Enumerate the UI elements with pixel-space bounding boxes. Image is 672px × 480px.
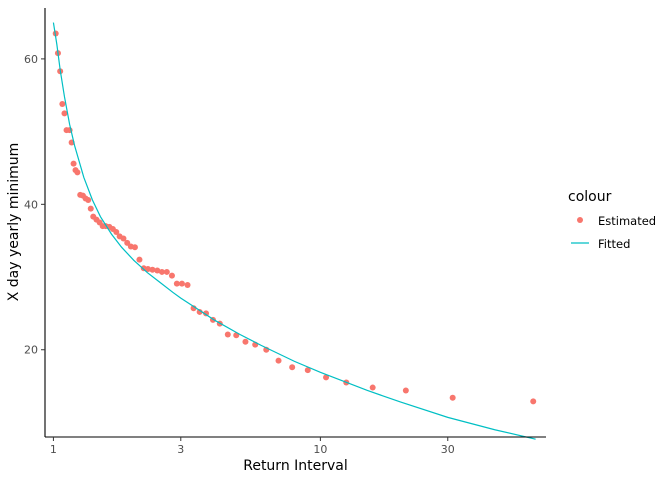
estimated-point <box>178 280 185 287</box>
fitted-line <box>52 22 536 440</box>
estimated-point <box>149 266 156 273</box>
estimated-point <box>144 266 151 273</box>
estimated-point <box>196 308 203 315</box>
estimated-point <box>323 374 330 381</box>
estimated-point <box>120 235 127 242</box>
y-axis-ticks: 20 40 60 <box>24 53 45 357</box>
y-tick-label: 40 <box>24 198 38 211</box>
y-tick-label: 20 <box>24 344 38 357</box>
estimated-point <box>154 267 161 274</box>
x-tick-label: 1 <box>50 443 57 456</box>
estimated-point <box>402 387 409 394</box>
estimated-point <box>113 228 120 235</box>
x-tick-label: 30 <box>441 443 455 456</box>
x-axis-ticks: 1 3 10 30 <box>50 437 455 456</box>
plot-area <box>52 22 537 440</box>
estimated-point <box>184 282 191 289</box>
y-axis-title: X day yearly minimum <box>6 143 22 302</box>
estimated-point <box>224 331 231 338</box>
estimated-point <box>289 364 296 371</box>
legend-label-estimated: Estimated <box>598 214 656 228</box>
x-tick-label: 3 <box>177 443 184 456</box>
estimated-point <box>530 398 537 405</box>
legend-label-fitted: Fitted <box>598 237 630 251</box>
estimated-point <box>242 338 249 345</box>
legend-key-estimated <box>577 217 583 223</box>
estimated-point <box>369 384 376 391</box>
estimated-point <box>87 205 94 212</box>
y-tick-label: 60 <box>24 53 38 66</box>
estimated-point <box>136 256 143 263</box>
estimated-point <box>70 160 77 167</box>
x-tick-label: 10 <box>313 443 327 456</box>
estimated-point <box>173 280 180 287</box>
estimated-point <box>275 357 282 364</box>
estimated-point <box>158 268 165 275</box>
estimated-point <box>61 110 68 117</box>
estimated-point <box>59 100 66 107</box>
estimated-point <box>163 268 170 275</box>
estimated-point <box>304 367 311 374</box>
legend-title: colour <box>568 189 612 205</box>
estimated-point <box>85 196 92 203</box>
estimated-point <box>449 394 456 401</box>
estimated-point <box>74 169 81 176</box>
estimated-point <box>131 244 138 251</box>
estimated-point <box>168 272 175 279</box>
estimated-point <box>124 239 131 246</box>
x-axis-title: Return Interval <box>243 458 348 474</box>
legend: colour Estimated Fitted <box>568 189 656 251</box>
